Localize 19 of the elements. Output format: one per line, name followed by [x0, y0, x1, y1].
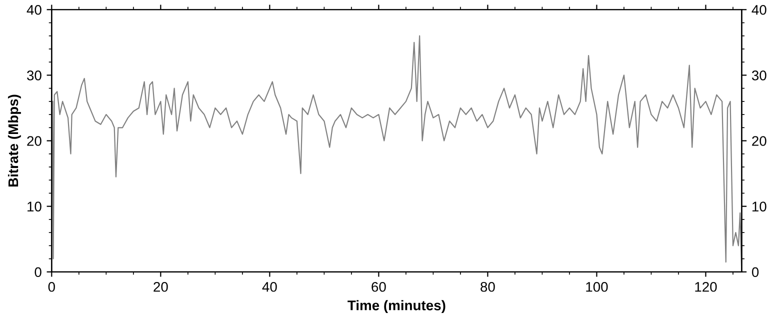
x-tick-label: 40	[262, 282, 277, 292]
y2-tick-label: 0	[752, 267, 759, 278]
y2-tick-label: 10	[752, 202, 766, 212]
y-tick-label: 20	[27, 136, 42, 146]
x-tick-label: 20	[154, 282, 168, 292]
y-tick-label: 30	[27, 70, 42, 80]
y-axis-title: Bitrate (Mbps)	[8, 94, 21, 187]
x-tick-label: 80	[480, 282, 495, 292]
y2-tick-label: 20	[752, 136, 766, 146]
x-tick-label: 120	[695, 282, 717, 292]
x-tick-label: 60	[372, 282, 386, 292]
y-tick-label: 0	[34, 267, 42, 278]
x-tick-label: 0	[48, 282, 55, 292]
y2-tick-label: 40	[752, 4, 766, 15]
y-tick-label: 40	[26, 4, 42, 15]
y2-tick-label: 30	[752, 70, 766, 80]
y-tick-label: 10	[28, 202, 42, 212]
x-axis-title: Time (minutes)	[348, 300, 446, 314]
x-tick-label: 100	[586, 282, 608, 292]
